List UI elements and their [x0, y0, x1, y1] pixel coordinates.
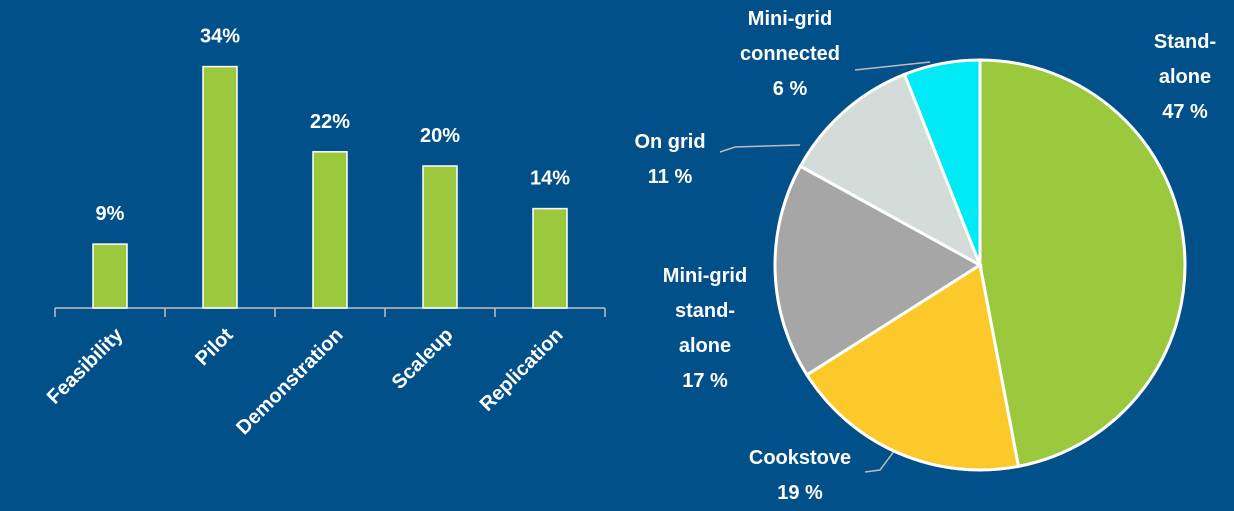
value-label: 34% — [200, 26, 240, 48]
leader-line — [719, 144, 801, 153]
slice-value: 11 % — [647, 166, 693, 188]
slice-label: Cookstove 19 % — [730, 441, 870, 511]
pie-slice — [798, 72, 983, 269]
slice-name: Mini-grid stand-alone — [662, 265, 748, 357]
x-tick-label: Replication — [476, 324, 568, 416]
bar — [312, 151, 348, 309]
x-tick-label: Pilot — [191, 324, 237, 370]
leader-line — [854, 61, 931, 71]
bar — [92, 243, 128, 309]
slice-name: Stand-alone — [1153, 31, 1217, 88]
slice-value: 19 % — [777, 482, 823, 504]
x-tick-label: Feasibility — [43, 323, 128, 408]
slice-label: Stand-alone 47 % — [1135, 25, 1234, 130]
value-label: 20% — [420, 125, 460, 147]
value-label: 22% — [310, 111, 350, 133]
bar — [532, 207, 568, 309]
slice-value: 47 % — [1162, 101, 1208, 123]
bar — [202, 65, 238, 309]
pie-slice — [902, 58, 982, 266]
slice-label: Mini-grid connected 6 % — [705, 2, 875, 107]
slice-value: 17 % — [682, 370, 728, 392]
pie-slice — [804, 262, 1021, 472]
value-label: 9% — [96, 203, 125, 225]
x-tick-label: Scaleup — [388, 324, 458, 394]
slice-name: Mini-grid connected — [739, 8, 841, 65]
value-label: 14% — [530, 168, 570, 190]
pie-slice — [773, 164, 983, 377]
slice-label: Mini-grid stand-alone 17 % — [655, 259, 755, 399]
slice-label: On grid 11 % — [615, 125, 725, 195]
slice-value: 6 % — [772, 78, 808, 100]
leader-line — [864, 449, 896, 473]
pie-slice — [978, 58, 1187, 469]
bar — [422, 165, 458, 309]
slice-name: Cookstove — [748, 447, 852, 469]
x-tick-label: Demonstration — [232, 324, 347, 439]
slice-name: On grid — [634, 131, 706, 153]
